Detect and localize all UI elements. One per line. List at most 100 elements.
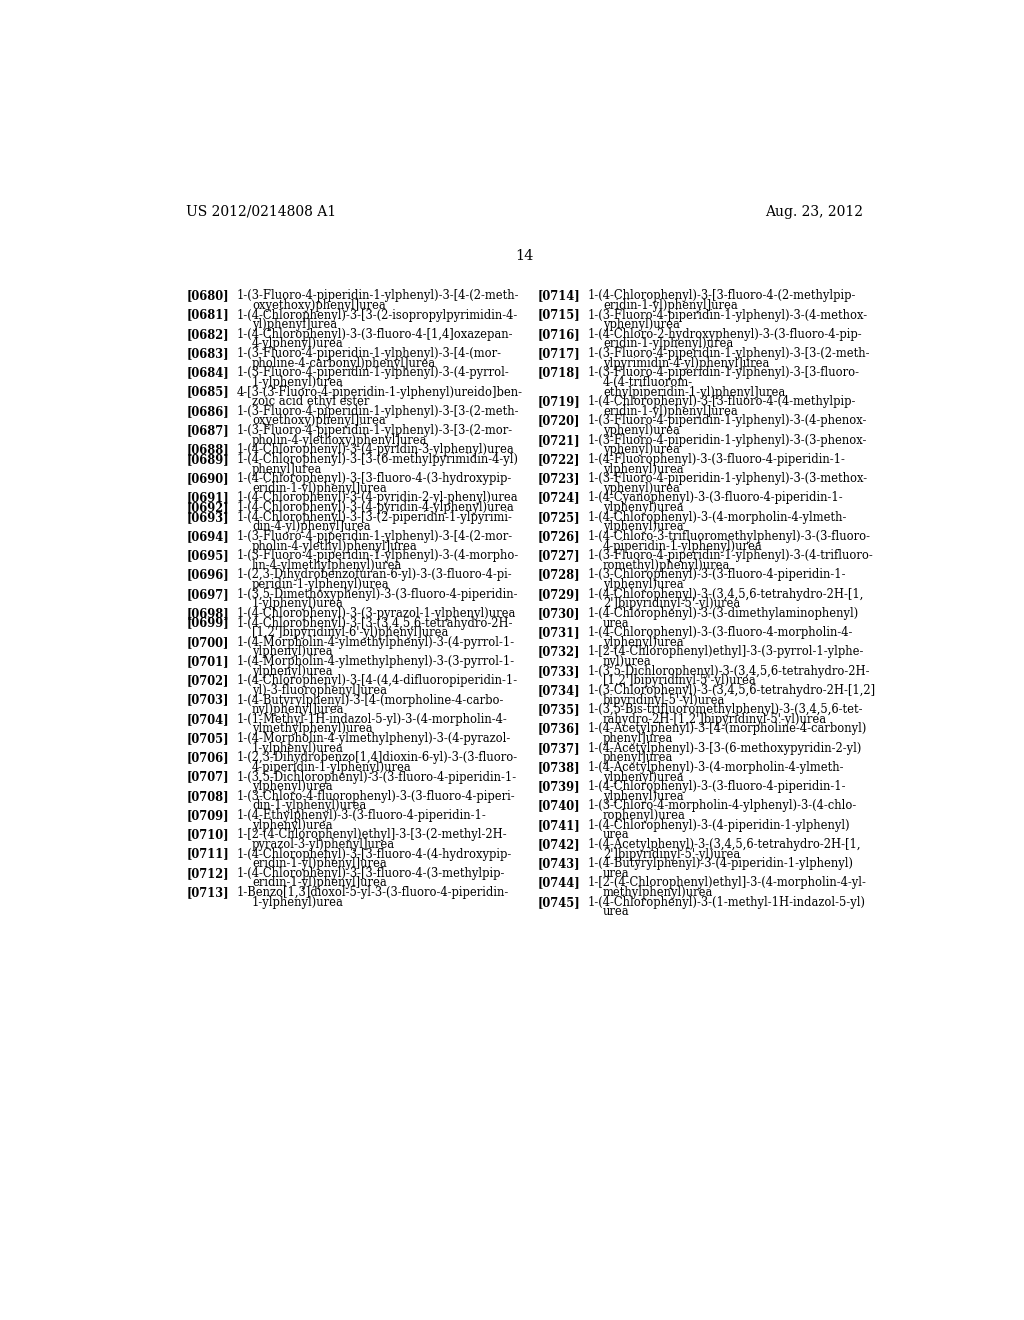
Text: 1-ylphenyl)urea: 1-ylphenyl)urea: [252, 376, 344, 389]
Text: 1-(2,3-Dihydrobenzofuran-6-yl)-3-(3-fluoro-4-pi-: 1-(2,3-Dihydrobenzofuran-6-yl)-3-(3-fluo…: [237, 569, 512, 581]
Text: 1-(3-Fluoro-4-piperidin-1-ylphenyl)-3-(3-phenox-: 1-(3-Fluoro-4-piperidin-1-ylphenyl)-3-(3…: [588, 434, 867, 446]
Text: 1-(3-Fluoro-4-piperidin-1-ylphenyl)-3-[3-(2-meth-: 1-(3-Fluoro-4-piperidin-1-ylphenyl)-3-[3…: [588, 347, 870, 360]
Text: ylpyrimidin-4-yl)phenyl]urea: ylpyrimidin-4-yl)phenyl]urea: [603, 356, 769, 370]
Text: urea: urea: [603, 867, 630, 880]
Text: [0695]: [0695]: [186, 549, 229, 562]
Text: [0723]: [0723]: [538, 473, 580, 486]
Text: [0688]: [0688]: [186, 444, 229, 457]
Text: 4-piperidin-1-ylphenyl)urea: 4-piperidin-1-ylphenyl)urea: [603, 540, 763, 553]
Text: pyrazol-3-yl)phenyl]urea: pyrazol-3-yl)phenyl]urea: [252, 838, 395, 851]
Text: 1-[2-(4-Chlorophenyl)ethyl]-3-[3-(2-methyl-2H-: 1-[2-(4-Chlorophenyl)ethyl]-3-[3-(2-meth…: [237, 829, 507, 841]
Text: [0729]: [0729]: [538, 587, 580, 601]
Text: [0704]: [0704]: [186, 713, 228, 726]
Text: [0726]: [0726]: [538, 529, 580, 543]
Text: [0734]: [0734]: [538, 684, 580, 697]
Text: phenyl]urea: phenyl]urea: [603, 733, 674, 744]
Text: 1-Benzo[1,3]dioxol-5-yl-3-(3-fluoro-4-piperidin-: 1-Benzo[1,3]dioxol-5-yl-3-(3-fluoro-4-pi…: [237, 886, 509, 899]
Text: yphenyl)urea: yphenyl)urea: [603, 482, 680, 495]
Text: oxyethoxy)phenyl]urea: oxyethoxy)phenyl]urea: [252, 298, 386, 312]
Text: yphenyl)urea: yphenyl)urea: [603, 424, 680, 437]
Text: [0719]: [0719]: [538, 395, 580, 408]
Text: 4-(4-trifluorom-: 4-(4-trifluorom-: [603, 376, 693, 389]
Text: [0717]: [0717]: [538, 347, 580, 360]
Text: 1-(4-Chlorophenyl)-3-(3-dimethylaminophenyl): 1-(4-Chlorophenyl)-3-(3-dimethylaminophe…: [588, 607, 859, 620]
Text: 1-(4-Chlorophenyl)-3-(3-fluoro-4-[1,4]oxazepan-: 1-(4-Chlorophenyl)-3-(3-fluoro-4-[1,4]ox…: [237, 327, 513, 341]
Text: 1-(3-Fluoro-4-piperidin-1-ylphenyl)-3-(4-morpho-: 1-(3-Fluoro-4-piperidin-1-ylphenyl)-3-(4…: [237, 549, 519, 562]
Text: [0716]: [0716]: [538, 327, 580, 341]
Text: 1-(4-Chloro-3-trifluoromethylphenyl)-3-(3-fluoro-: 1-(4-Chloro-3-trifluoromethylphenyl)-3-(…: [588, 529, 870, 543]
Text: 1-(4-Fluorophenyl)-3-(3-fluoro-4-piperidin-1-: 1-(4-Fluorophenyl)-3-(3-fluoro-4-piperid…: [588, 453, 846, 466]
Text: [0699]: [0699]: [186, 616, 229, 630]
Text: 1-(4-Chloro-2-hydroxyphenyl)-3-(3-fluoro-4-pip-: 1-(4-Chloro-2-hydroxyphenyl)-3-(3-fluoro…: [588, 327, 862, 341]
Text: 1-(2,3-Dihydrobenzo[1,4]dioxin-6-yl)-3-(3-fluoro-: 1-(2,3-Dihydrobenzo[1,4]dioxin-6-yl)-3-(…: [237, 751, 517, 764]
Text: [0697]: [0697]: [186, 587, 229, 601]
Text: [1,2']bipyridinyl-5'-yl)urea: [1,2']bipyridinyl-5'-yl)urea: [603, 675, 756, 688]
Text: 1-(3-Fluoro-4-piperidin-1-ylphenyl)-3-(3-methox-: 1-(3-Fluoro-4-piperidin-1-ylphenyl)-3-(3…: [588, 473, 867, 486]
Text: 1-(3-Fluoro-4-piperidin-1-ylphenyl)-3-(4-pyrrol-: 1-(3-Fluoro-4-piperidin-1-ylphenyl)-3-(4…: [237, 367, 509, 379]
Text: 1-(4-Cyanophenyl)-3-(3-fluoro-4-piperidin-1-: 1-(4-Cyanophenyl)-3-(3-fluoro-4-piperidi…: [588, 491, 843, 504]
Text: oxyethoxy)phenyl]urea: oxyethoxy)phenyl]urea: [252, 414, 386, 428]
Text: ylphenyl)urea: ylphenyl)urea: [252, 665, 333, 677]
Text: 1-(4-Chlorophenyl)-3-[3-fluoro-4-(3-hydroxypip-: 1-(4-Chlorophenyl)-3-[3-fluoro-4-(3-hydr…: [237, 473, 512, 486]
Text: 2']bipyridinyl-5'-yl)urea: 2']bipyridinyl-5'-yl)urea: [603, 598, 740, 610]
Text: [0720]: [0720]: [538, 414, 580, 428]
Text: eridin-1-yl)phenyl]urea: eridin-1-yl)phenyl]urea: [252, 876, 387, 890]
Text: [0709]: [0709]: [186, 809, 228, 822]
Text: 1-(4-Chlorophenyl)-3-(4-pyridin-3-ylphenyl)urea: 1-(4-Chlorophenyl)-3-(4-pyridin-3-ylphen…: [237, 444, 514, 457]
Text: Aug. 23, 2012: Aug. 23, 2012: [766, 205, 863, 219]
Text: ylphenyl)urea: ylphenyl)urea: [252, 780, 333, 793]
Text: 1-(3-Fluoro-4-piperidin-1-ylphenyl)-3-(4-methox-: 1-(3-Fluoro-4-piperidin-1-ylphenyl)-3-(4…: [588, 309, 867, 322]
Text: [0698]: [0698]: [186, 607, 229, 620]
Text: [0727]: [0727]: [538, 549, 580, 562]
Text: [0703]: [0703]: [186, 693, 228, 706]
Text: methylphenyl)urea: methylphenyl)urea: [603, 886, 714, 899]
Text: 1-(3-Chlorophenyl)-3-(3,4,5,6-tetrahydro-2H-[1,2]: 1-(3-Chlorophenyl)-3-(3,4,5,6-tetrahydro…: [588, 684, 876, 697]
Text: 1-(3,5-Dimethoxyphenyl)-3-(3-fluoro-4-piperidin-: 1-(3,5-Dimethoxyphenyl)-3-(3-fluoro-4-pi…: [237, 587, 518, 601]
Text: urea: urea: [603, 616, 630, 630]
Text: ylphenyl)urea: ylphenyl)urea: [603, 789, 684, 803]
Text: [0684]: [0684]: [186, 367, 229, 379]
Text: [0701]: [0701]: [186, 655, 228, 668]
Text: lin-4-ylmethylphenyl)urea: lin-4-ylmethylphenyl)urea: [252, 558, 402, 572]
Text: yl)-3-fluorophenyl]urea: yl)-3-fluorophenyl]urea: [252, 684, 387, 697]
Text: urea: urea: [603, 906, 630, 919]
Text: 1-(3,5-Bis-trifluoromethylphenyl)-3-(3,4,5,6-tet-: 1-(3,5-Bis-trifluoromethylphenyl)-3-(3,4…: [588, 704, 863, 717]
Text: bipyridinyl-5'-yl)urea: bipyridinyl-5'-yl)urea: [603, 693, 725, 706]
Text: 1-(3-Fluoro-4-piperidin-1-ylphenyl)-3-[4-(2-mor-: 1-(3-Fluoro-4-piperidin-1-ylphenyl)-3-[4…: [237, 529, 513, 543]
Text: 1-(3-Chlorophenyl)-3-(3-fluoro-4-piperidin-1-: 1-(3-Chlorophenyl)-3-(3-fluoro-4-piperid…: [588, 569, 846, 581]
Text: [0713]: [0713]: [186, 886, 228, 899]
Text: [0702]: [0702]: [186, 675, 228, 688]
Text: pholin-4-ylethoxy)phenyl]urea: pholin-4-ylethoxy)phenyl]urea: [252, 434, 427, 446]
Text: din-1-ylphenyl)urea: din-1-ylphenyl)urea: [252, 800, 367, 812]
Text: ylphenyl)urea: ylphenyl)urea: [603, 771, 684, 784]
Text: ylphenyl)urea: ylphenyl)urea: [603, 520, 684, 533]
Text: 1-(4-Chlorophenyl)-3-(3-pyrazol-1-ylphenyl)urea: 1-(4-Chlorophenyl)-3-(3-pyrazol-1-ylphen…: [237, 607, 516, 620]
Text: romethyl)phenyl)urea: romethyl)phenyl)urea: [603, 558, 730, 572]
Text: din-4-yl)phenyl]urea: din-4-yl)phenyl]urea: [252, 520, 371, 533]
Text: yl)phenyl]urea: yl)phenyl]urea: [252, 318, 337, 331]
Text: 1-(4-Butyrylphenyl)-3-(4-piperidin-1-ylphenyl): 1-(4-Butyrylphenyl)-3-(4-piperidin-1-ylp…: [588, 857, 854, 870]
Text: 4-piperidin-1-ylphenyl)urea: 4-piperidin-1-ylphenyl)urea: [252, 760, 412, 774]
Text: [0725]: [0725]: [538, 511, 580, 524]
Text: 1-(3-Fluoro-4-piperidin-1-ylphenyl)-3-[3-(2-meth-: 1-(3-Fluoro-4-piperidin-1-ylphenyl)-3-[3…: [237, 405, 519, 418]
Text: eridin-1-yl)phenyl]urea: eridin-1-yl)phenyl]urea: [252, 482, 387, 495]
Text: 1-(3,5-Dichlorophenyl)-3-(3-fluoro-4-piperidin-1-: 1-(3,5-Dichlorophenyl)-3-(3-fluoro-4-pip…: [237, 771, 517, 784]
Text: [0738]: [0738]: [538, 760, 580, 774]
Text: [0737]: [0737]: [538, 742, 580, 755]
Text: [0730]: [0730]: [538, 607, 580, 620]
Text: 14: 14: [516, 249, 534, 263]
Text: 1-[2-(4-Chlorophenyl)ethyl]-3-(3-pyrrol-1-ylphe-: 1-[2-(4-Chlorophenyl)ethyl]-3-(3-pyrrol-…: [588, 645, 864, 659]
Text: [0705]: [0705]: [186, 733, 228, 744]
Text: 1-(4-Chlorophenyl)-3-(4-morpholin-4-ylmeth-: 1-(4-Chlorophenyl)-3-(4-morpholin-4-ylme…: [588, 511, 847, 524]
Text: 1-(4-Chlorophenyl)-3-(3-fluoro-4-morpholin-4-: 1-(4-Chlorophenyl)-3-(3-fluoro-4-morphol…: [588, 626, 853, 639]
Text: yphenyl)urea: yphenyl)urea: [603, 444, 680, 457]
Text: pholin-4-ylethyl)phenyl]urea: pholin-4-ylethyl)phenyl]urea: [252, 540, 418, 553]
Text: peridin-1-ylphenyl)urea: peridin-1-ylphenyl)urea: [252, 578, 389, 591]
Text: [0686]: [0686]: [186, 405, 229, 418]
Text: [0690]: [0690]: [186, 473, 228, 486]
Text: rophenyl)urea: rophenyl)urea: [603, 809, 686, 822]
Text: 1-(3-Fluoro-4-piperidin-1-ylphenyl)-3-[4-(mor-: 1-(3-Fluoro-4-piperidin-1-ylphenyl)-3-[4…: [237, 347, 502, 360]
Text: 4-ylphenyl)urea: 4-ylphenyl)urea: [252, 338, 344, 350]
Text: [0711]: [0711]: [186, 847, 229, 861]
Text: nyl)urea: nyl)urea: [603, 655, 652, 668]
